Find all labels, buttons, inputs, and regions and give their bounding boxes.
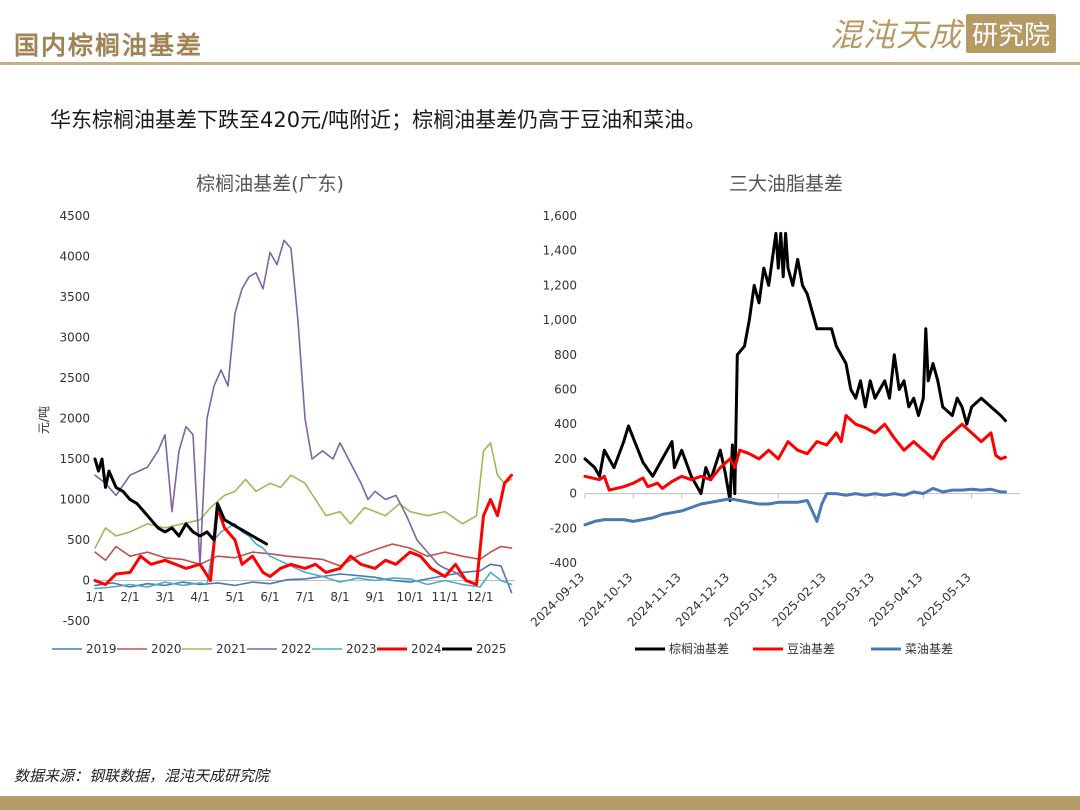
chart-0-x-tick: 1/1: [85, 590, 104, 604]
chart-1-y-tick: 400: [554, 417, 577, 431]
chart-1-y-tick: 600: [554, 383, 577, 397]
chart-1-y-tick: 1,400: [543, 244, 577, 258]
chart-0-legend-label: 2020: [151, 642, 182, 656]
logo-box-text: 研究院: [965, 13, 1056, 53]
chart-0-y-tick: 2500: [59, 371, 90, 385]
chart-1-y-tick: -200: [550, 521, 577, 535]
brand-logo: 混沌天成 研究院: [830, 10, 1056, 56]
chart-0-y-tick: 2000: [59, 412, 90, 426]
chart-0-series-line-2021: [94, 442, 513, 549]
chart-0-legend-label: 2025: [476, 642, 507, 656]
chart-0-series-line-2022: [94, 239, 478, 586]
chart-0-y-label: 元/吨: [37, 406, 51, 434]
chart-0-y-tick: 4500: [59, 209, 90, 223]
chart-0-x-tick: 12/1: [467, 590, 494, 604]
chart-0-series-line-2023: [94, 523, 513, 590]
chart-0-legend-label: 2022: [281, 642, 312, 656]
chart-1-title: 三大油脂基差: [729, 173, 843, 195]
chart-0-legend-label: 2019: [86, 642, 117, 656]
chart-0-x-tick: 3/1: [155, 590, 174, 604]
chart-0-legend-label: 2024: [411, 642, 442, 656]
chart-1-series-line-菜油基差: [583, 486, 1007, 527]
chart-0-y-tick: 0: [82, 574, 90, 588]
chart-0-x-tick: 11/1: [432, 590, 459, 604]
chart-0-legend-label: 2021: [216, 642, 247, 656]
chart-0-x-tick: 10/1: [397, 590, 424, 604]
chart-0-y-tick: 1000: [59, 493, 90, 507]
header: 国内棕榈油基差 混沌天成 研究院: [0, 0, 1080, 70]
page-title: 国内棕榈油基差: [14, 31, 204, 60]
chart-0-y-tick: 4000: [59, 250, 90, 264]
chart-1-y-tick: 800: [554, 348, 577, 362]
chart-1-y-tick: 1,200: [543, 278, 577, 292]
chart-0-series-line-2024: [93, 473, 513, 586]
chart-0-x-tick: 8/1: [330, 590, 349, 604]
chart-1-y-tick: -400: [550, 556, 577, 570]
chart-0-y-tick: 3500: [59, 290, 90, 304]
chart-0-x-tick: 9/1: [365, 590, 384, 604]
chart-0-series-line-2020: [94, 543, 513, 567]
chart-1-legend-label: 豆油基差: [787, 642, 835, 656]
chart-0-x-tick: 4/1: [190, 590, 209, 604]
chart-1-y-tick: 1,600: [543, 209, 577, 223]
chart-1-legend-label: 棕榈油基差: [669, 641, 729, 656]
chart-0-y-tick: 1500: [59, 452, 90, 466]
chart-1-y-tick: 1,000: [543, 313, 577, 327]
chart-1-y-tick: 0: [569, 487, 577, 501]
chart-0-legend-label: 2023: [346, 642, 377, 656]
chart-0-y-tick: 3000: [59, 331, 90, 345]
chart-0-y-tick: -500: [63, 614, 90, 628]
chart-0-series-line-2025: [93, 457, 268, 546]
summary-text: 华东棕榈油基差下跌至420元/吨附近；棕榈油基差仍高于豆油和菜油。: [50, 108, 707, 132]
header-divider: [0, 62, 1080, 65]
chart-1-y-tick: 200: [554, 452, 577, 466]
chart-1-series-line-豆油基差: [583, 414, 1007, 492]
logo-main-text: 混沌天成: [829, 16, 962, 54]
chart-0-x-tick: 7/1: [295, 590, 314, 604]
chart-0-title: 棕榈油基差(广东): [196, 173, 344, 195]
data-source-note: 数据来源：钢联数据，混沌天成研究院: [14, 767, 270, 785]
chart-0-y-tick: 500: [67, 533, 90, 547]
chart-0-x-tick: 5/1: [225, 590, 244, 604]
footer-bar: [0, 796, 1080, 810]
chart-1-legend-label: 菜油基差: [905, 642, 953, 656]
chart-0-x-tick: 6/1: [260, 590, 279, 604]
chart-1-series-line-棕榈油基差: [583, 231, 1007, 502]
chart-0-x-tick: 2/1: [120, 590, 139, 604]
